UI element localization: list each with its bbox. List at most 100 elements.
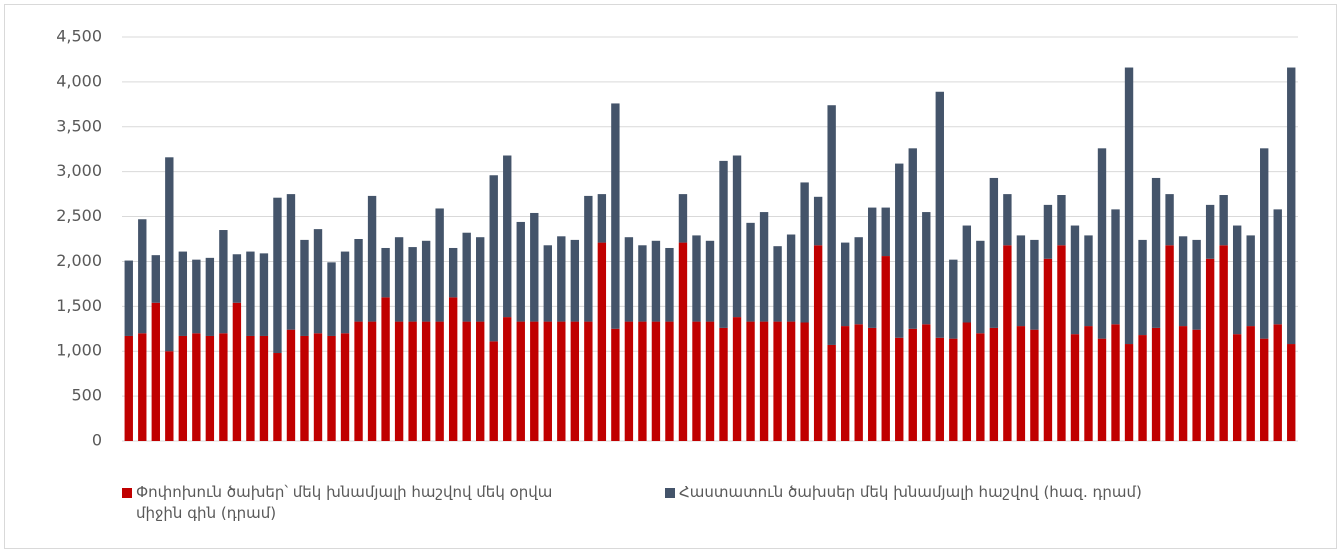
- bar-segment: [989, 177, 999, 328]
- bar-segment: [962, 225, 972, 323]
- y-tick-label: 1,500: [56, 296, 102, 315]
- bar-segment: [746, 222, 755, 322]
- bar-segment: [273, 197, 282, 354]
- bar-segment: [367, 195, 377, 322]
- bar-segment: [705, 240, 715, 322]
- bar-segment: [1138, 239, 1147, 336]
- bar-segment: [1084, 235, 1093, 327]
- bar-segment: [1192, 329, 1201, 441]
- bar-segment: [435, 208, 444, 322]
- y-tick-label: 0: [92, 431, 102, 450]
- legend-item: Փոփոխուն ծախեր՝ մեկ խնամյալի հաշվով մեկ …: [122, 482, 602, 524]
- bar-segment: [678, 242, 688, 441]
- bar-segment: [854, 324, 863, 441]
- bar-segment: [773, 321, 782, 441]
- bar-segment: [1057, 245, 1066, 441]
- bar-segment: [935, 91, 944, 338]
- bar-segment: [1246, 235, 1255, 327]
- bar-segment: [1260, 148, 1269, 339]
- bar-segment: [327, 335, 336, 441]
- bar-segment: [1273, 209, 1282, 325]
- bar-segment: [570, 239, 580, 322]
- bar-segment: [976, 240, 985, 334]
- bar-segment: [543, 321, 552, 441]
- bar-segment: [881, 256, 890, 441]
- bar-segment: [1219, 245, 1228, 441]
- bar-segment: [286, 194, 296, 330]
- bar-segment: [489, 175, 498, 342]
- bar-segment: [732, 155, 742, 318]
- bar-segment: [1016, 235, 1026, 327]
- bar-segment: [138, 219, 147, 334]
- y-tick-label: 1,000: [56, 341, 102, 360]
- bar-segment: [840, 242, 850, 327]
- bar-segment: [1287, 344, 1296, 441]
- bar-segment: [354, 239, 363, 322]
- bar-segment: [840, 326, 850, 441]
- bar-segment: [408, 321, 417, 441]
- bar-segment: [1111, 209, 1120, 325]
- bar-segment: [259, 253, 269, 336]
- bar-segment: [219, 333, 228, 441]
- bar-segment: [327, 262, 336, 336]
- bar-segment: [1097, 148, 1107, 339]
- bar-segment: [881, 207, 890, 257]
- bar-segment: [462, 321, 471, 441]
- bar-segment: [178, 335, 188, 441]
- bar-segment: [313, 229, 323, 334]
- bar-segment: [705, 321, 715, 441]
- bar-segment: [286, 329, 296, 441]
- bar-segment: [868, 327, 877, 441]
- bar-segment: [340, 333, 350, 441]
- bar-segment: [192, 259, 201, 334]
- bar-segment: [313, 333, 323, 441]
- y-tick-label: 3,500: [56, 116, 102, 135]
- y-tick-label: 2,000: [56, 251, 102, 270]
- bar-segment: [827, 105, 836, 345]
- bar-segment: [1124, 344, 1134, 441]
- bar-segment: [1178, 326, 1188, 441]
- bar-segment: [516, 321, 525, 441]
- bar-segment: [421, 240, 431, 322]
- bar-segment: [1205, 258, 1215, 441]
- bar-segment: [1097, 338, 1107, 441]
- bar-segment: [597, 194, 607, 243]
- y-tick-label: 4,500: [56, 27, 102, 46]
- bar-segment: [827, 344, 836, 441]
- bar-segment: [678, 194, 688, 243]
- y-tick-label: 3,000: [56, 161, 102, 180]
- bar-segment: [435, 321, 444, 441]
- bar-segment: [1070, 225, 1080, 335]
- bar-segment: [1205, 204, 1215, 259]
- bar-segment: [1124, 67, 1134, 345]
- bar-segment: [421, 321, 431, 441]
- bar-segment: [408, 247, 417, 322]
- bar-segment: [895, 163, 904, 338]
- y-tick-label: 500: [71, 386, 102, 405]
- bar-segment: [1287, 67, 1296, 345]
- bar-segment: [516, 221, 525, 322]
- bar-segment: [1084, 326, 1093, 441]
- bar-segment: [503, 155, 512, 318]
- bar-segment: [868, 207, 877, 328]
- bar-segment: [192, 333, 201, 441]
- bar-segment: [448, 297, 458, 441]
- bar-segment: [759, 321, 769, 441]
- bar-segment: [908, 148, 917, 329]
- bar-segment: [476, 237, 485, 322]
- bar-segment: [165, 351, 174, 441]
- legend-swatch: [122, 488, 132, 498]
- bar-segment: [219, 230, 228, 334]
- bar-segment: [124, 335, 133, 441]
- bar-segment: [300, 239, 309, 336]
- bar-segment: [448, 247, 458, 298]
- bar-segment: [773, 246, 782, 322]
- bar-segment: [367, 321, 377, 441]
- bar-segment: [638, 321, 647, 441]
- bar-segment: [651, 240, 661, 322]
- bar-segment: [813, 196, 823, 246]
- legend-label: Հաստատուն ծախսեր մեկ խնամյալի հաշվով (հա…: [679, 483, 1142, 501]
- bar-segment: [1192, 239, 1201, 330]
- bar-segment: [1178, 236, 1188, 327]
